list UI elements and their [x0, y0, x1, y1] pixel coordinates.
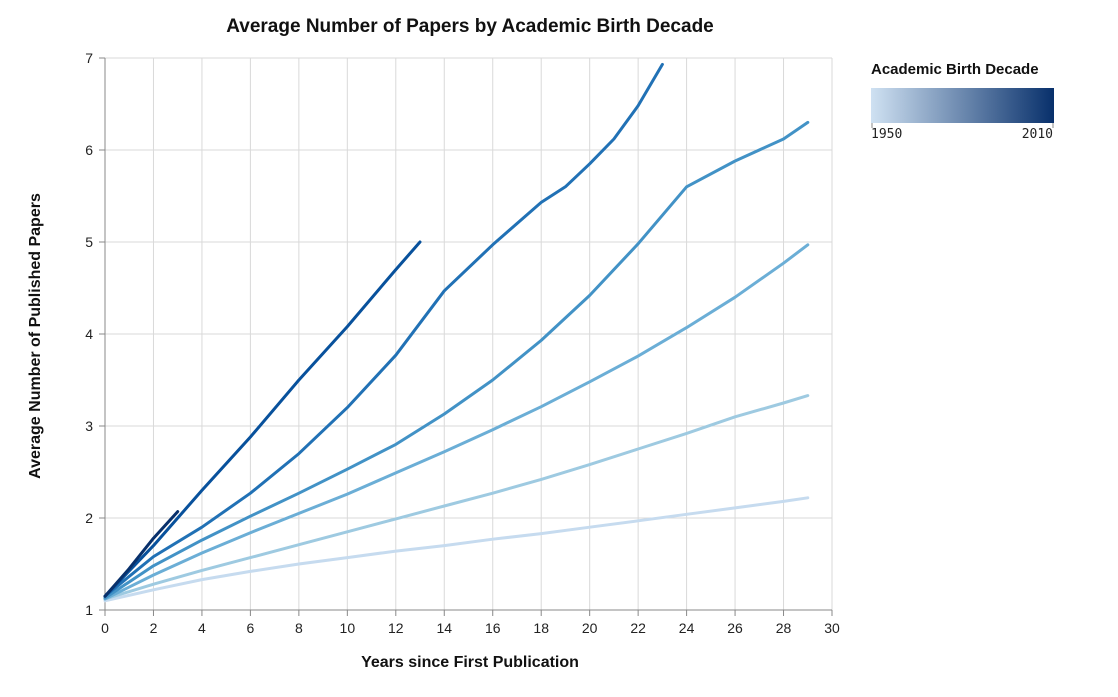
x-tick-label: 8	[295, 620, 303, 636]
legend-title: Academic Birth Decade	[871, 61, 1039, 78]
x-tick-label: 28	[776, 620, 792, 636]
y-axis-title: Average Number of Published Papers	[27, 193, 44, 479]
x-tick-label: 26	[727, 620, 743, 636]
y-tick-label: 4	[85, 326, 93, 342]
x-tick-label: 14	[436, 620, 452, 636]
gridlines	[104, 57, 833, 611]
x-tick-label: 4	[198, 620, 206, 636]
x-tick-label: 30	[824, 620, 840, 636]
x-tick-label: 2	[150, 620, 158, 636]
x-tick-label: 6	[247, 620, 255, 636]
series-line-2000	[103, 240, 422, 598]
x-tick-label: 22	[630, 620, 646, 636]
legend-max-label: 2010	[1022, 127, 1053, 142]
series-line-1950	[103, 496, 810, 603]
y-tick-label: 6	[85, 142, 93, 158]
series-line-1960	[103, 394, 810, 601]
color-legend: Academic Birth Decade 1950 2010	[871, 61, 1054, 142]
x-tick-label: 10	[340, 620, 356, 636]
x-axis-title: Years since First Publication	[361, 654, 579, 671]
y-tick-label: 5	[85, 234, 93, 250]
y-tick-label: 2	[85, 510, 93, 526]
x-tick-label: 16	[485, 620, 501, 636]
x-tick-label: 18	[533, 620, 549, 636]
y-tick-label: 1	[85, 602, 93, 618]
chart-title: Average Number of Papers by Academic Bir…	[226, 16, 714, 37]
y-tick-label: 3	[85, 418, 93, 434]
legend-gradient-bar	[871, 88, 1054, 123]
x-tick-label: 24	[679, 620, 695, 636]
y-tick-label: 7	[85, 50, 93, 66]
series-line-1990	[103, 62, 664, 598]
series-lines	[103, 62, 810, 603]
series-line-2010	[103, 510, 180, 598]
series-line-1970	[103, 243, 810, 601]
series-line-1980	[103, 120, 810, 600]
x-tick-label: 0	[101, 620, 109, 636]
legend-min-label: 1950	[871, 127, 902, 142]
x-tick-label: 20	[582, 620, 598, 636]
x-tick-label: 12	[388, 620, 404, 636]
